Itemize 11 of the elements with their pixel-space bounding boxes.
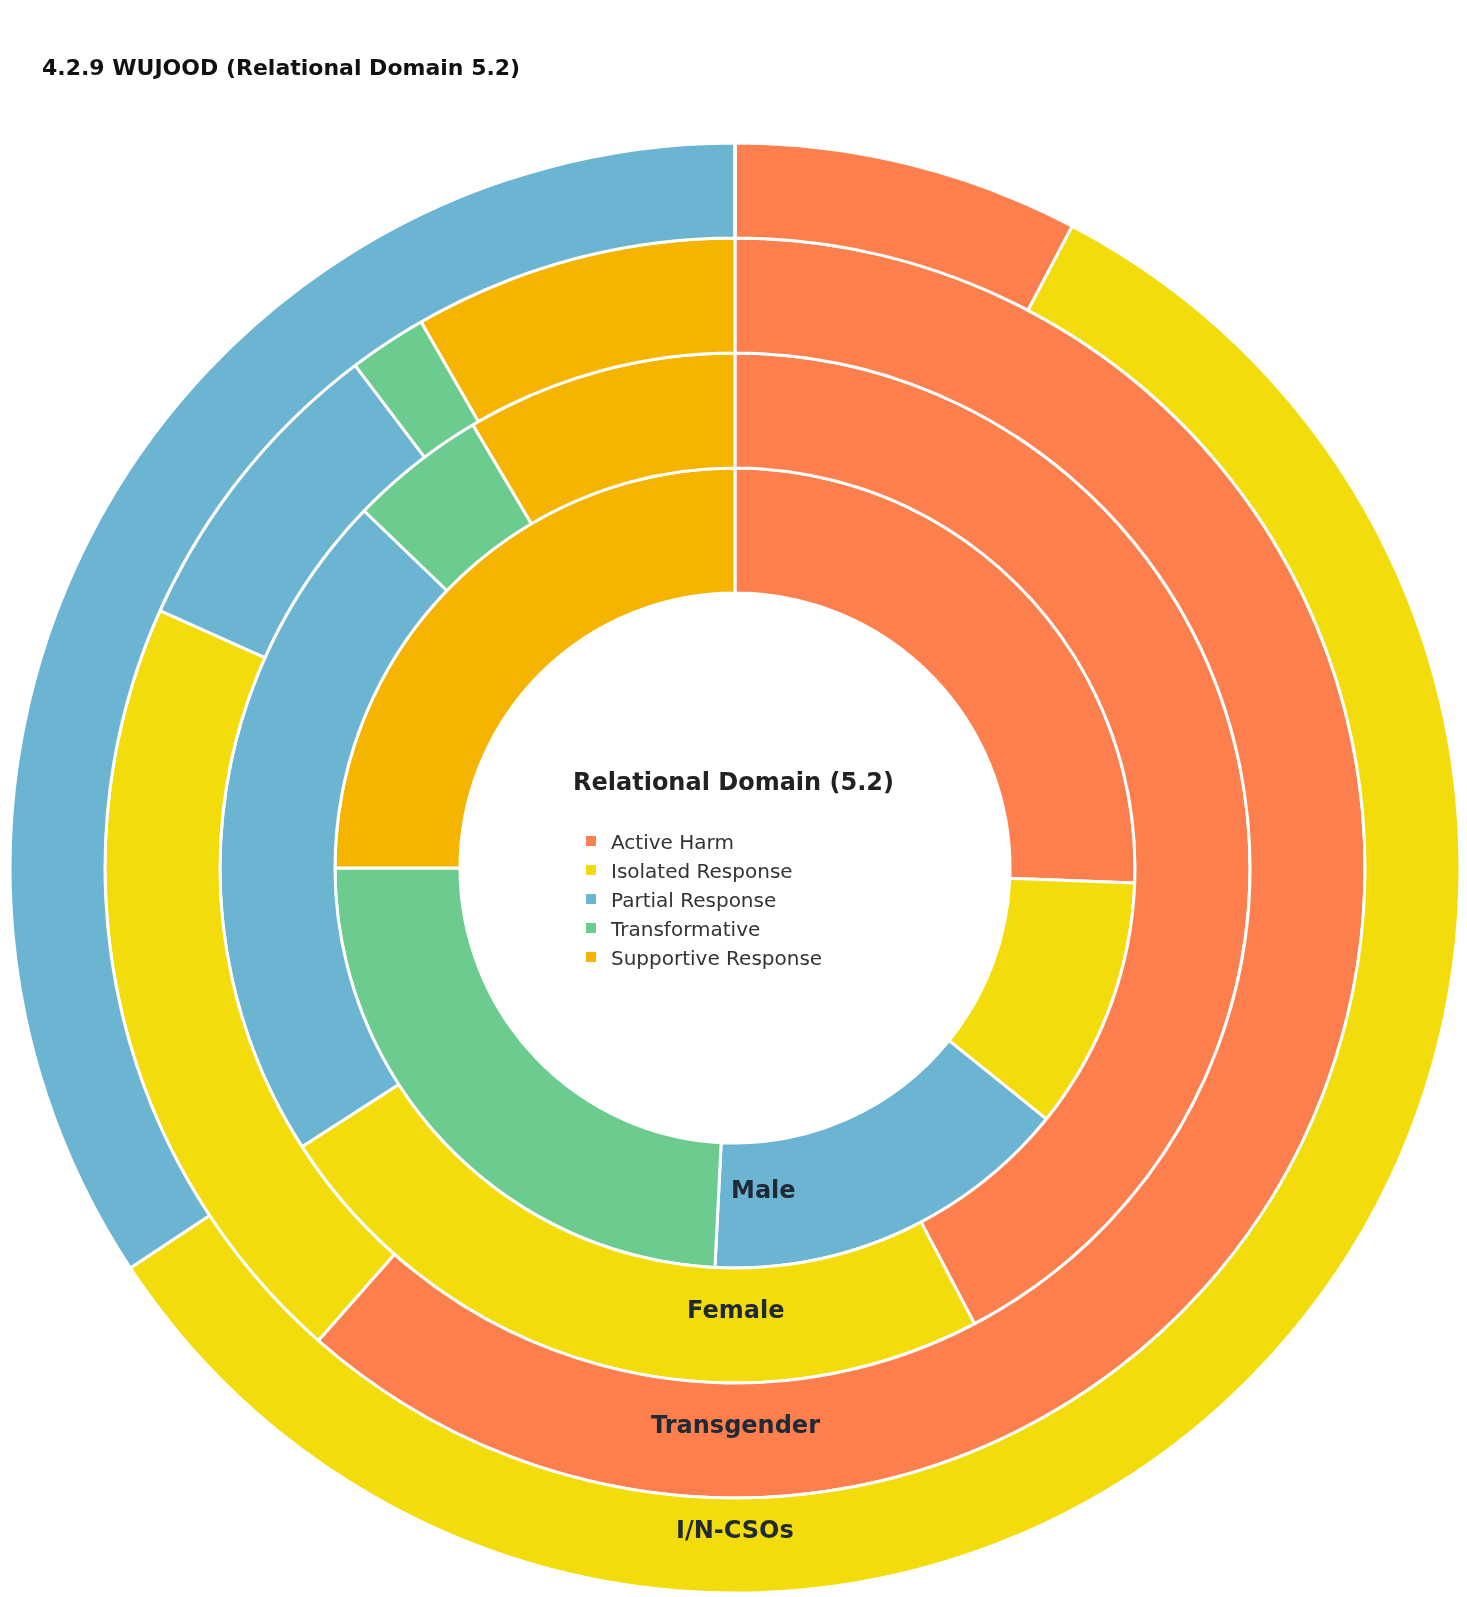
legend-label: Active Harm — [611, 829, 734, 854]
legend-label: Isolated Response — [611, 858, 793, 883]
slice-label: Transgender — [651, 1411, 821, 1439]
legend-label: Partial Response — [611, 887, 777, 912]
legend-label: Transformative — [610, 916, 761, 941]
slice-label: Female — [687, 1296, 785, 1324]
chart-title: 4.2.9 WUJOOD (Relational Domain 5.2) — [42, 55, 521, 80]
slice-label: Male — [731, 1176, 796, 1204]
legend-label: Supportive Response — [611, 945, 823, 970]
legend-title: Relational Domain (5.2) — [573, 768, 894, 797]
slice-label: I/N-CSOs — [676, 1516, 794, 1544]
